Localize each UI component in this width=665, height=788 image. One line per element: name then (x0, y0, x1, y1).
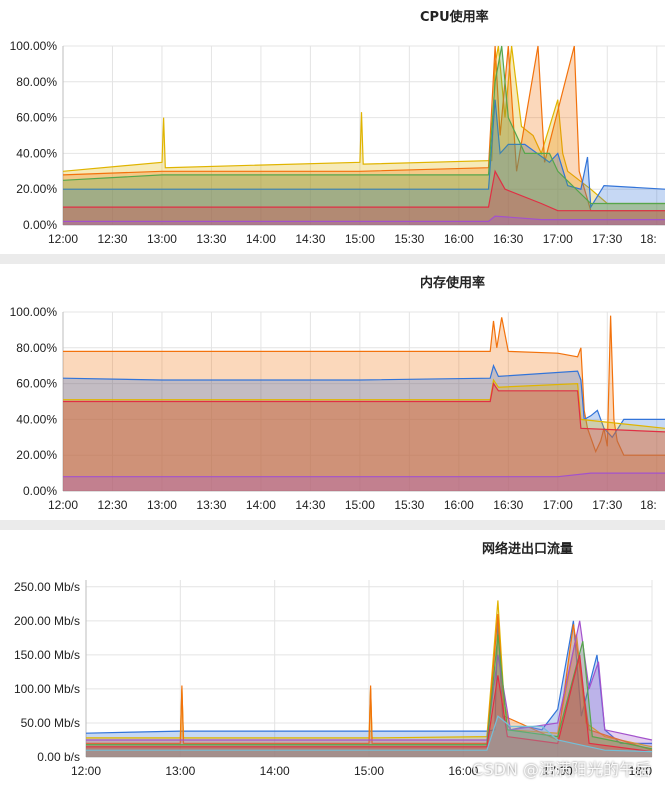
x-tick-label: 18: (640, 498, 657, 512)
chart-svg: 100.00% 80.00% 60.00% 40.00% 20.00% 0.00%12:0… (10, 305, 665, 512)
x-tick-label: 14:00 (260, 764, 290, 778)
y-tick-label: 20.00% (16, 182, 57, 196)
series-line (86, 634, 653, 750)
x-tick-label: 14:00 (246, 232, 276, 246)
panel-title: 网络进出口流量 (482, 542, 574, 557)
x-tick-label: 16:30 (493, 232, 523, 246)
series-area (63, 380, 665, 491)
x-tick-label: 13:30 (196, 232, 226, 246)
series-line (63, 382, 665, 433)
watermark: CSDN @洒满阳光的午后 (472, 760, 651, 779)
cpu-panel: CPU使用率 100.00% 80.00% 60.00% 40.00% 20.00% 0.… (0, 0, 665, 254)
x-tick-label: 12:30 (97, 498, 127, 512)
x-tick-label: 16:00 (444, 232, 474, 246)
series-line (86, 654, 653, 753)
y-tick-label: 0.00% (23, 218, 57, 232)
series-line (63, 215, 665, 222)
x-tick-label: 17:00 (543, 232, 573, 246)
series-line (62, 45, 665, 212)
chart-svg: 250.00 Mb/s 200.00 Mb/s 150.00 Mb/s 100.00 … (14, 580, 653, 778)
series-line (63, 472, 665, 478)
series-area (63, 171, 665, 225)
x-tick-label: 16:30 (493, 498, 523, 512)
x-tick-label: 15:30 (394, 498, 424, 512)
chart-svg: 100.00% 80.00% 60.00% 40.00% 20.00% 0.00%12:0… (10, 39, 665, 246)
memory-panel: 内存使用率 100.00% 80.00% 60.00% 40.00% 20.00% 0.0… (0, 264, 665, 520)
y-tick-label: 100.00 Mb/s (14, 682, 80, 696)
y-tick-label: 0.00% (23, 484, 57, 498)
series-line (63, 315, 665, 456)
series-area (63, 383, 665, 491)
y-tick-label: 150.00 Mb/s (14, 648, 80, 662)
series-line (86, 715, 653, 753)
series-area (63, 46, 665, 225)
y-tick-label: 50.00 Mb/s (21, 716, 80, 730)
x-tick-label: 15:00 (345, 498, 375, 512)
x-tick-label: 12:00 (71, 764, 101, 778)
series-line (62, 363, 665, 439)
y-tick-label: 250.00 Mb/s (14, 580, 80, 594)
x-tick-label: 14:00 (246, 498, 276, 512)
y-tick-label: 100.00% (10, 39, 58, 53)
x-tick-label: 16:00 (444, 498, 474, 512)
series-line (62, 45, 665, 205)
series-area (86, 654, 652, 757)
series-area (86, 614, 652, 757)
y-tick-label: 80.00% (16, 341, 57, 355)
x-tick-label: 15:30 (394, 232, 424, 246)
series-area (86, 600, 652, 757)
y-tick-label: 40.00% (16, 146, 57, 160)
x-tick-label: 13:00 (147, 498, 177, 512)
x-tick-label: 18:0 (629, 764, 653, 778)
x-tick-label: 17:30 (592, 232, 622, 246)
y-tick-label: 80.00% (16, 75, 57, 89)
y-tick-label: 60.00% (16, 377, 57, 391)
y-tick-label: 20.00% (16, 448, 57, 462)
y-tick-label: 60.00% (16, 111, 57, 125)
series-area (63, 216, 665, 225)
series-area (63, 46, 665, 225)
x-tick-label: 15:00 (345, 232, 375, 246)
series-area (63, 99, 665, 225)
x-tick-label: 18: (640, 232, 657, 246)
y-tick-label: 40.00% (16, 412, 57, 426)
x-tick-label: 12:30 (97, 232, 127, 246)
x-tick-label: 17:00 (543, 498, 573, 512)
panel-title: CPU使用率 (420, 10, 489, 25)
y-tick-label: 0.00 b/s (37, 750, 80, 764)
y-tick-label: 200.00 Mb/s (14, 614, 80, 628)
x-tick-label: 12:00 (48, 232, 78, 246)
x-tick-label: 13:00 (147, 232, 177, 246)
x-tick-label: 15:00 (354, 764, 384, 778)
x-tick-label: 16:00 (448, 764, 478, 778)
series-area (63, 365, 665, 491)
x-tick-label: 17:30 (592, 498, 622, 512)
x-tick-label: 12:00 (48, 498, 78, 512)
x-tick-label: 13:30 (196, 498, 226, 512)
y-tick-label: 100.00% (10, 305, 58, 319)
x-tick-label: 14:30 (295, 232, 325, 246)
series-area (63, 473, 665, 491)
series-line (63, 169, 665, 212)
series-line (62, 45, 665, 205)
x-tick-label: 17:00 (543, 764, 573, 778)
x-tick-label: 13:00 (165, 764, 195, 778)
series-area (63, 315, 665, 491)
panel-title: 内存使用率 (420, 276, 486, 291)
series-area (63, 46, 665, 225)
series-line (86, 613, 653, 751)
series-area (86, 620, 652, 757)
network-panel: 网络进出口流量 250.00 Mb/s 200.00 Mb/s 150.00 Mb/… (0, 530, 665, 788)
x-tick-label: 14:30 (295, 498, 325, 512)
